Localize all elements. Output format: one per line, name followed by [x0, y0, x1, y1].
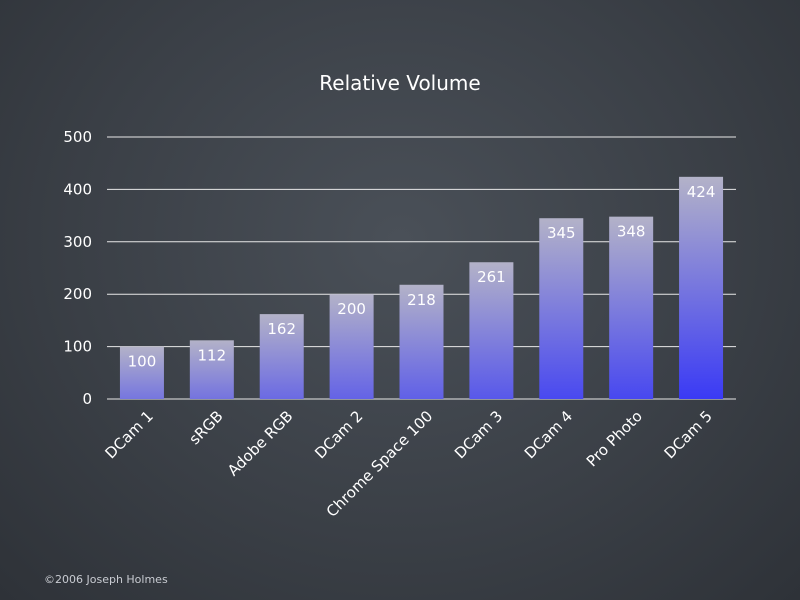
chart-title: Relative Volume	[319, 71, 480, 95]
data-label: 200	[337, 300, 366, 318]
y-tick-label: 500	[63, 128, 92, 146]
y-axis-ticks: 0 100 200 300 400 500	[63, 128, 92, 408]
category-label: DCam 4	[521, 407, 576, 462]
data-label: 162	[267, 320, 296, 338]
bars	[119, 176, 724, 399]
data-label: 100	[128, 353, 157, 371]
category-label: DCam 3	[451, 407, 506, 462]
y-tick-label: 400	[63, 180, 92, 198]
y-tick-label: 0	[82, 390, 92, 408]
bar	[399, 284, 444, 399]
copyright-text: ©2006 Joseph Holmes	[44, 573, 168, 586]
data-label: 112	[198, 346, 227, 364]
data-label: 218	[407, 291, 436, 309]
bar	[189, 340, 234, 399]
data-label: 424	[687, 183, 716, 201]
category-label: DCam 2	[311, 407, 366, 462]
data-label: 345	[547, 224, 576, 242]
y-tick-label: 300	[63, 233, 92, 251]
category-label: Pro Photo	[583, 407, 646, 470]
category-label: Adobe RGB	[224, 407, 297, 480]
bar	[469, 262, 514, 399]
y-tick-label: 100	[63, 338, 92, 356]
bar	[329, 294, 374, 399]
bar	[609, 216, 654, 399]
bar	[539, 218, 584, 399]
category-label: sRGB	[186, 407, 227, 448]
bar	[259, 314, 304, 399]
bar	[119, 346, 164, 399]
bar	[679, 176, 724, 399]
y-tick-label: 200	[63, 285, 92, 303]
category-label: DCam 1	[102, 407, 157, 462]
category-label: DCam 5	[661, 407, 716, 462]
data-labels: 100 112 162 200 218 261 345 348 424	[128, 183, 716, 371]
data-label: 348	[617, 223, 646, 241]
data-label: 261	[477, 268, 506, 286]
